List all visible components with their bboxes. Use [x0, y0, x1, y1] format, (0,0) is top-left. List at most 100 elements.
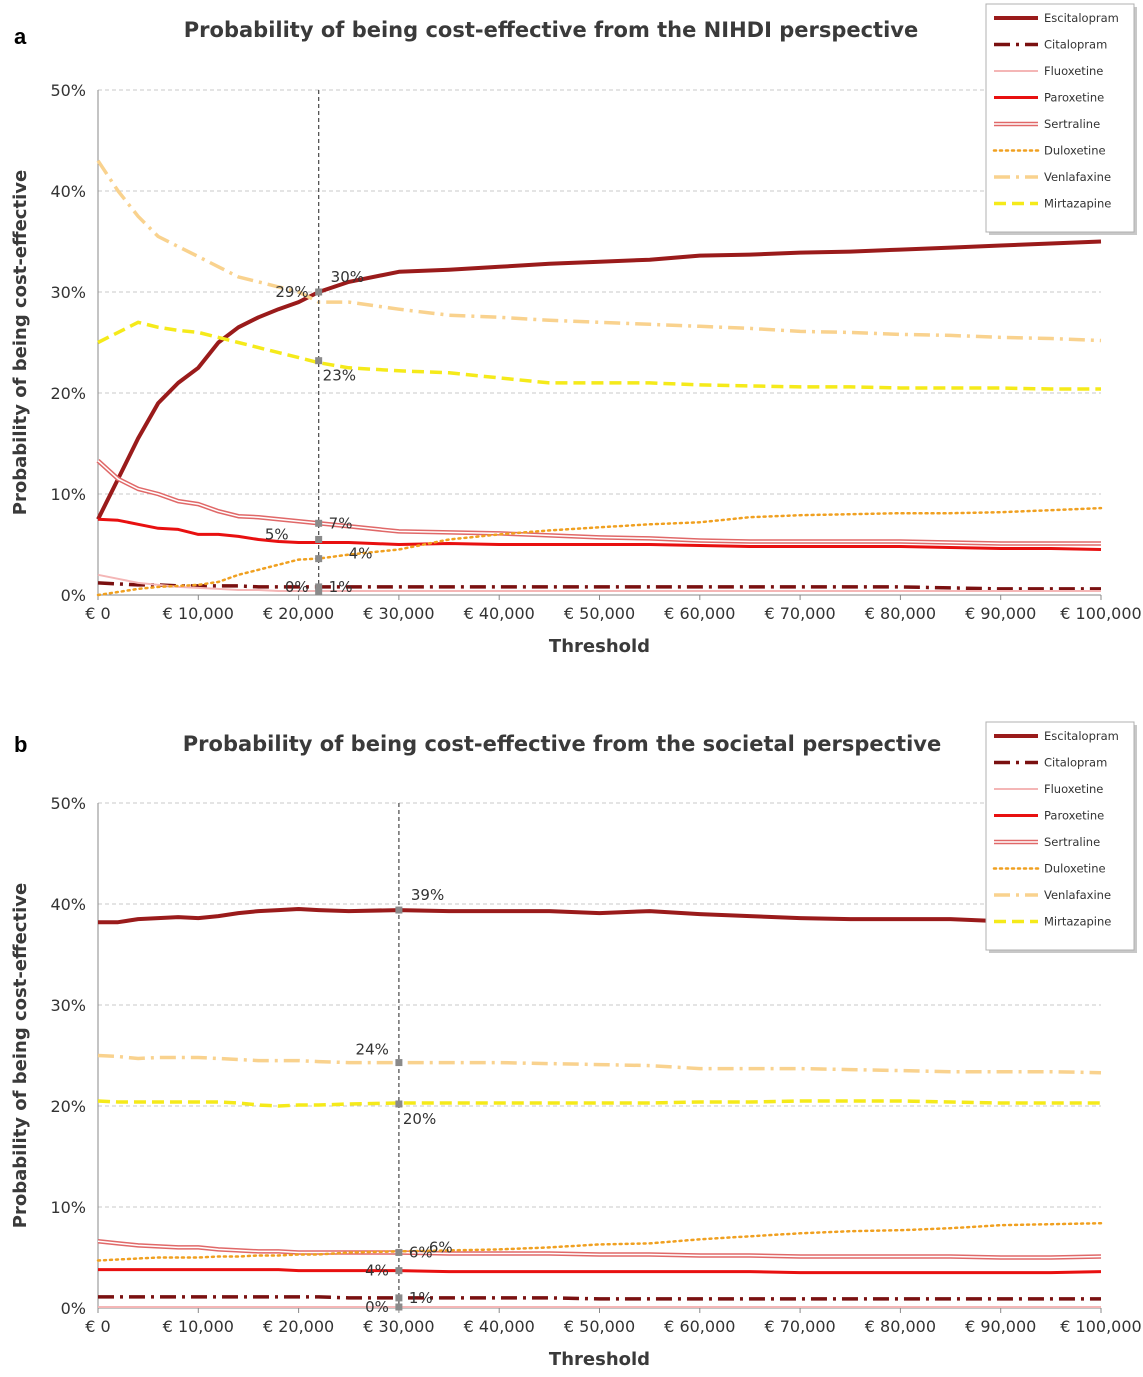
series-line-fluoxetine — [97, 573, 1101, 592]
legend-box — [985, 3, 1135, 233]
x-tick-label: € 20,000 — [263, 1317, 334, 1336]
x-tick-label: € 50,000 — [564, 1317, 635, 1336]
y-axis-label: Probability of being cost-effective — [10, 883, 31, 1228]
y-tick-label: 50% — [50, 81, 86, 100]
legend-label: Duloxetine — [1044, 144, 1106, 158]
data-label: 0% — [285, 578, 309, 596]
x-tick-label: € 10,000 — [163, 604, 234, 623]
reference-marker — [315, 535, 323, 543]
x-axis-label: Threshold — [549, 636, 650, 657]
series-line-citalopram — [98, 1295, 1101, 1301]
data-label: 30% — [331, 268, 364, 286]
data-label: 20% — [403, 1110, 436, 1128]
y-axis-label: Probability of being cost-effective — [10, 170, 31, 515]
legend-label: Citalopram — [1044, 756, 1107, 770]
y-tick-label: 40% — [50, 895, 86, 914]
reference-marker — [395, 1248, 403, 1256]
chart-title: Probability of being cost-effective from… — [183, 732, 941, 756]
series-line-duloxetine — [96, 1221, 1103, 1262]
data-label: 6% — [409, 1243, 433, 1261]
chart-panel-b: b Probability of being cost-effective fr… — [0, 686, 1143, 1372]
reference-marker — [315, 357, 323, 365]
x-tick-label: € 20,000 — [263, 604, 334, 623]
legend-label: Escitalopram — [1044, 729, 1119, 743]
reference-marker — [395, 1303, 403, 1311]
x-tick-label: € 10,000 — [163, 1317, 234, 1336]
y-tick-label: 50% — [50, 794, 86, 813]
x-tick-label: € 70,000 — [764, 1317, 835, 1336]
series-line-citalopram — [97, 581, 1101, 591]
chart-svg-b: Probability of being cost-effective from… — [10, 721, 1142, 1370]
x-tick-label: € 100,000 — [1060, 1317, 1141, 1336]
series-line-escitalopram — [96, 239, 1102, 521]
legend-label: Fluoxetine — [1044, 64, 1103, 78]
series-line-escitalopram — [98, 907, 1101, 925]
legend-label: Paroxetine — [1044, 809, 1104, 823]
x-tick-label: € 40,000 — [464, 604, 535, 623]
data-label: 29% — [275, 283, 308, 301]
x-tick-label: € 60,000 — [664, 1317, 735, 1336]
reference-marker — [315, 583, 323, 591]
chart-panel-a: a Probability of being cost-effective fr… — [0, 0, 1143, 686]
legend-label: Fluoxetine — [1044, 782, 1103, 796]
y-tick-label: 10% — [50, 485, 86, 504]
data-label: 4% — [365, 1262, 389, 1280]
legend-label: Mirtazapine — [1044, 915, 1111, 929]
reference-marker — [315, 288, 323, 296]
x-tick-label: € 80,000 — [865, 1317, 936, 1336]
panel-label: b — [14, 732, 28, 757]
x-tick-label: € 30,000 — [363, 604, 434, 623]
x-tick-label: € 90,000 — [965, 604, 1036, 623]
x-tick-label: € 0 — [85, 1317, 110, 1336]
data-label: 24% — [356, 1041, 389, 1059]
legend-label: Venlafaxine — [1044, 888, 1111, 902]
y-tick-label: 20% — [50, 1097, 86, 1116]
legend-label: Citalopram — [1044, 38, 1107, 52]
series-line-mirtazapine — [97, 320, 1101, 391]
chart-svg-a: Probability of being cost-effective from… — [10, 3, 1142, 657]
panel-label: a — [14, 24, 27, 49]
data-label: 23% — [323, 367, 356, 385]
y-tick-label: 0% — [61, 1299, 86, 1318]
data-label: 1% — [409, 1289, 433, 1307]
legend-label: Escitalopram — [1044, 11, 1119, 25]
series-line-venlafaxine — [97, 1053, 1102, 1075]
series-line-sertraline-inner — [97, 1240, 1102, 1259]
x-tick-label: € 70,000 — [764, 604, 835, 623]
series-line-sertraline — [96, 459, 1101, 546]
y-tick-label: 20% — [50, 384, 86, 403]
x-tick-label: € 100,000 — [1060, 604, 1141, 623]
data-label: 5% — [265, 525, 289, 543]
chart-title: Probability of being cost-effective from… — [184, 18, 918, 42]
reference-marker — [315, 588, 323, 596]
reference-marker — [395, 1100, 403, 1108]
data-label: 6% — [429, 1238, 453, 1256]
series-line-duloxetine — [96, 506, 1103, 597]
reference-marker — [315, 555, 323, 563]
y-tick-label: 40% — [50, 182, 86, 201]
x-tick-label: € 30,000 — [363, 1317, 434, 1336]
legend-label: Venlafaxine — [1044, 170, 1111, 184]
data-label: 0% — [365, 1298, 389, 1316]
reference-marker — [395, 1267, 403, 1275]
data-label: 4% — [349, 545, 373, 563]
x-tick-label: € 60,000 — [664, 604, 735, 623]
x-axis-label: Threshold — [549, 1349, 650, 1370]
legend-label: Mirtazapine — [1044, 197, 1111, 211]
data-label: 1% — [329, 578, 353, 596]
legend-label: Paroxetine — [1044, 91, 1104, 105]
reference-marker — [395, 906, 403, 914]
y-tick-label: 30% — [50, 996, 86, 1015]
legend-label: Sertraline — [1044, 835, 1100, 849]
series-line-venlafaxine — [96, 159, 1102, 343]
legend-box — [985, 721, 1135, 951]
legend-label: Sertraline — [1044, 117, 1100, 131]
y-tick-label: 0% — [61, 586, 86, 605]
series-line-mirtazapine — [97, 1099, 1101, 1108]
data-label: 39% — [411, 886, 444, 904]
x-tick-label: € 50,000 — [564, 604, 635, 623]
reference-marker — [395, 1294, 403, 1302]
series-line-paroxetine — [98, 1268, 1102, 1275]
series-line-sertraline-inner — [97, 460, 1101, 545]
x-tick-label: € 0 — [85, 604, 110, 623]
